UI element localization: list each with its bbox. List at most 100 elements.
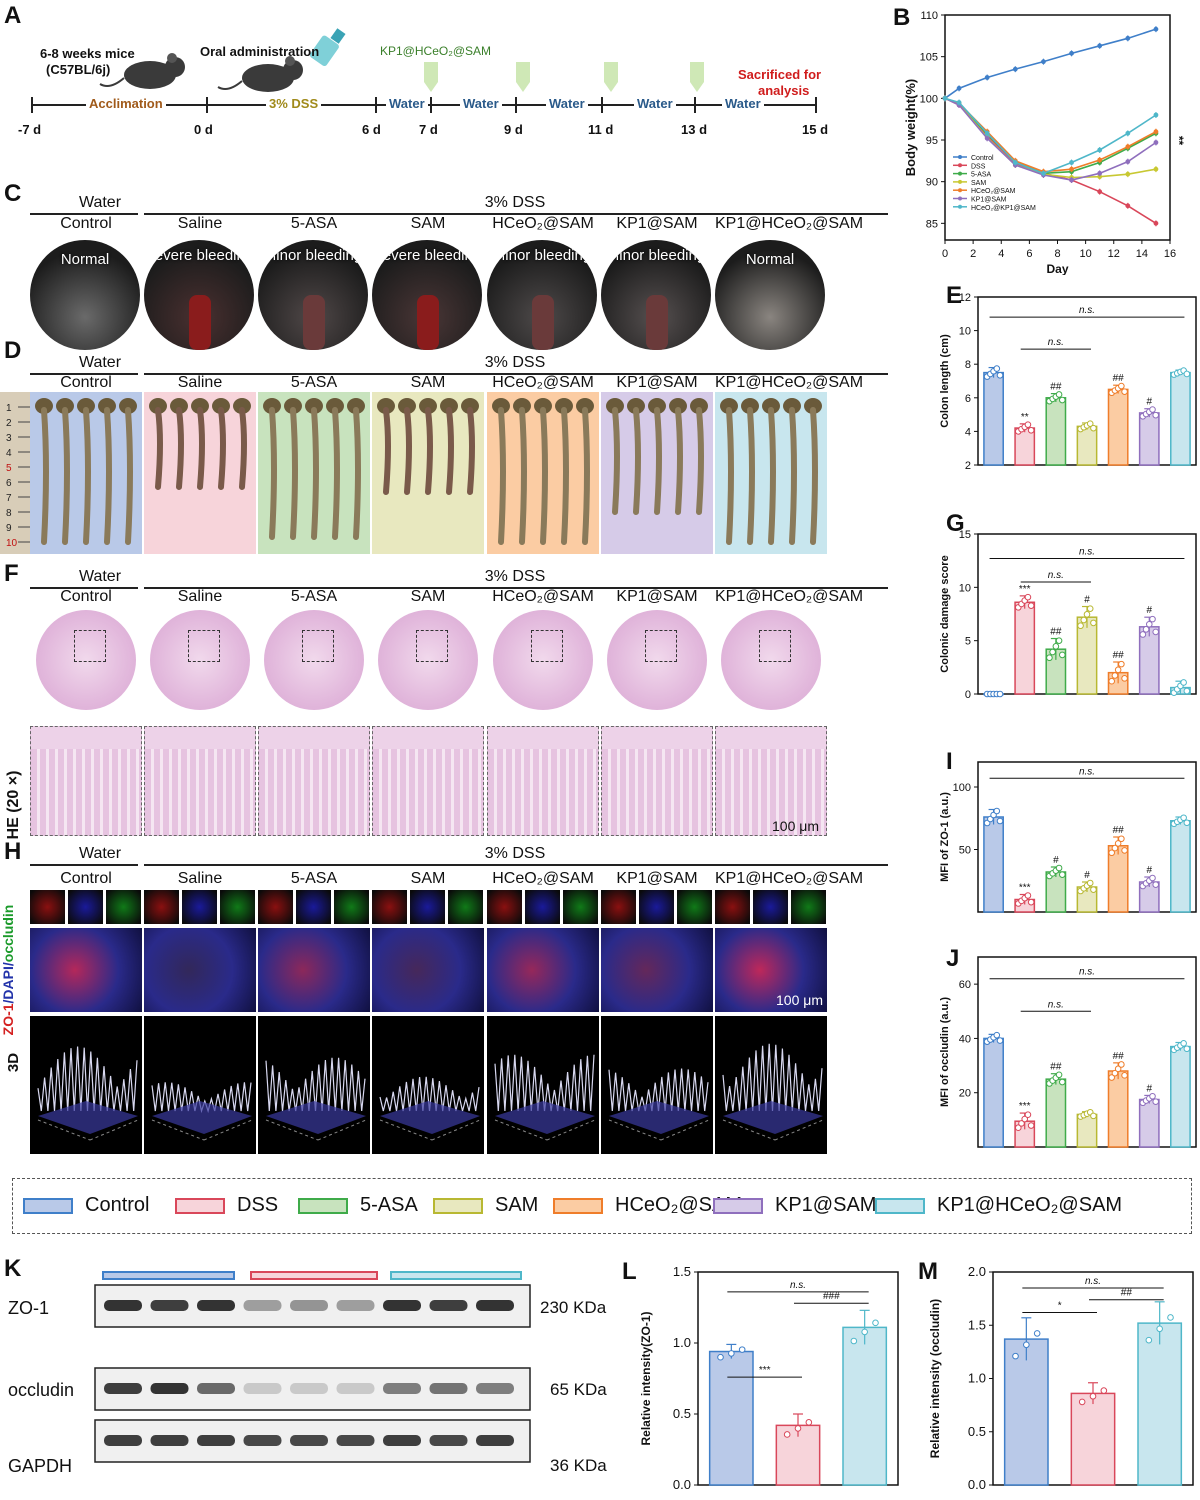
bar-2 [842,1326,888,1486]
series-line-0 [944,28,1157,99]
group-name-6: KP1@HCeO₂@SAM [714,870,864,887]
legend-label-3: SAM [495,1194,539,1216]
mouse-icon [217,56,303,92]
data-point [1058,396,1066,404]
he-zoom-5 [601,726,713,836]
legend-swatch-6 [875,1198,925,1214]
day-label: 6 d [362,122,381,137]
y-tick-label: 90 [926,177,938,189]
group-water-line [30,213,138,215]
mice-strain: (C57BL/6j) [46,62,111,77]
data-point [1024,892,1032,899]
x-tick-label: 6 [1026,248,1032,260]
legend-entry: Control [971,155,994,162]
panel-label-m: M [918,1258,938,1285]
data-point [1086,605,1094,612]
group-name-2: 5-ASA [290,215,338,232]
bar-5 [1138,412,1160,466]
group-dss-label: 3% DSS [484,354,546,371]
data-point [1021,1115,1029,1123]
data-point [1027,1122,1035,1129]
data-point [1149,615,1156,623]
legend-entry: KP1@SAM [971,197,1007,204]
if-3d-plot-6 [715,1016,827,1154]
if-merged-image-4 [487,928,599,1012]
data-point [1012,1352,1019,1360]
group-name-4: HCeO₂@SAM [492,215,594,232]
if-channel-thumb-4-0 [487,890,522,924]
y-tick-label: 85 [926,218,938,230]
if-channel-thumb-1-0 [144,890,179,924]
data-point [1078,1398,1086,1406]
phase-water: Water [634,96,676,111]
significance-mark: *** [1019,883,1031,894]
phase-dss: 3% DSS [266,96,322,111]
photo-caption-6: Normal [745,251,795,268]
data-point [1090,619,1097,627]
he-section-1 [150,610,250,710]
if-channel-thumb-5-1 [639,890,674,924]
bracket-label: n.s. [1048,570,1064,581]
y-tick-label: 100 [953,782,971,794]
y-tick-label: 0.0 [673,1477,691,1492]
if-side-label: ZO-1/DAPI/occludin [0,900,20,1040]
data-point [993,365,1001,372]
if-3d-plot-5 [601,1016,713,1154]
if-channel-thumb-1-1 [182,890,217,924]
group-name-4: HCeO₂@SAM [492,588,594,605]
day-label: 15 d [802,122,829,137]
legend-label-5: KP1@SAM [775,1194,877,1216]
data-point [794,1425,802,1432]
data-point [1156,1325,1163,1333]
data-point [1090,886,1097,893]
panel-label-l: L [622,1258,637,1285]
series-line-6 [944,97,1157,175]
if-channel-thumb-6-2 [791,890,826,924]
y-tick-label: 0.0 [968,1477,986,1492]
group-name-2: 5-ASA [290,870,338,887]
photo-caption-3: Severe bleeding [372,247,482,264]
y-tick-label: 105 [920,52,938,64]
panel-label-j: J [946,945,960,972]
phase-water: Water [722,96,764,111]
if-channel-thumb-3-2 [448,890,483,924]
group-name-0: Control [60,215,112,232]
y-axis-label: Relative intensity(ZO-1) [639,1311,653,1445]
bar-4 [1107,388,1129,466]
data-point [1049,648,1056,656]
y-tick-label: 1.0 [673,1335,691,1350]
svg-text:8: 8 [6,508,12,519]
anus-photo-6: Normal [715,240,825,350]
he-section-4 [493,610,593,710]
bar-0 [708,1350,754,1486]
group-water-line [30,587,138,589]
svg-text:6: 6 [6,478,12,489]
if-merged-image-2 [258,928,370,1012]
he-scale-bar: 100 μm [772,818,819,834]
svg-text:7: 7 [6,493,12,504]
group-name-1: Saline [177,588,223,605]
data-point [1142,626,1150,633]
data-point [1052,643,1060,650]
legend-swatch-0 [23,1198,73,1214]
y-tick-label: 4 [965,426,971,438]
if-3d-plot-1 [144,1016,256,1154]
data-point [1027,426,1035,434]
group-dss-label: 3% DSS [484,194,546,211]
data-point [1118,835,1125,843]
bar-2 [1045,1078,1067,1148]
svg-text:3: 3 [6,433,12,444]
photo-caption-1: Severe bleeding [144,247,254,264]
significance-mark: ## [1113,1051,1125,1062]
occludin-intensity-chart: 0.0 0.5 1.0 1.5 2.0 Relative intensity (occlu… [928,1264,1194,1492]
group-name-4: HCeO₂@SAM [492,374,594,391]
if-scale-bar: 100 μm [776,992,823,1008]
if-channel-thumb-6-0 [715,890,750,924]
data-point [1055,637,1063,644]
anus-photo-0: Normal [30,240,140,350]
if-3d-plot-0 [30,1016,142,1154]
data-point [1089,1392,1097,1400]
bar-6 [1170,371,1191,466]
data-point [1058,871,1066,878]
